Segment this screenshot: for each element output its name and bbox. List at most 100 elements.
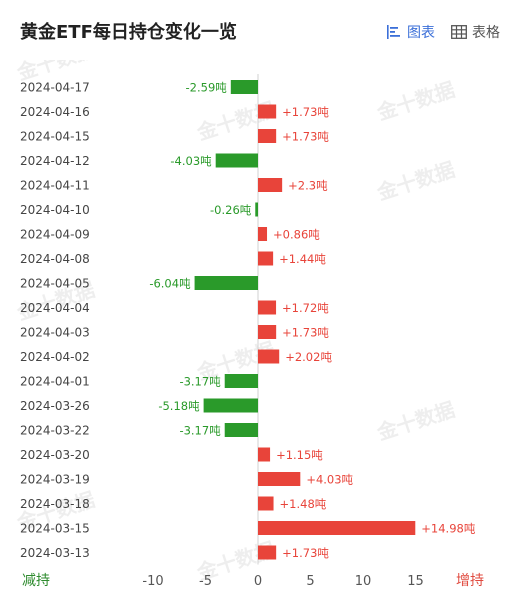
chart-row: 2024-04-01 -3.17吨	[20, 374, 258, 389]
bar-increase[interactable]	[258, 496, 274, 511]
tab-table[interactable]: 表格	[451, 22, 500, 42]
data-label: +1.73吨	[282, 130, 329, 144]
chart-row: 2024-03-18 +1.48吨	[20, 496, 327, 511]
category-label: 2024-04-05	[20, 277, 90, 291]
bar-decrease[interactable]	[203, 398, 258, 413]
page-title: 黄金ETF每日持仓变化一览	[20, 22, 237, 43]
chart-row: 2024-04-03 +1.73吨	[20, 325, 329, 340]
chart-row: 2024-03-22 -3.17吨	[20, 423, 258, 438]
chart-row: 2024-04-05 -6.04吨	[20, 276, 258, 291]
bar-increase[interactable]	[258, 545, 277, 560]
legend-decrease: 减持	[22, 573, 50, 589]
data-label: -2.59吨	[186, 81, 228, 95]
bar-increase[interactable]	[258, 472, 301, 486]
data-label: +14.98吨	[421, 522, 476, 536]
watermark-text: 金十数据	[373, 157, 457, 205]
bar-decrease[interactable]	[224, 423, 258, 437]
category-label: 2024-04-09	[20, 228, 90, 242]
data-label: -3.17吨	[179, 424, 221, 438]
chart-row: 2024-04-16 +1.73吨	[20, 104, 329, 119]
view-tabs: 图表 表格	[386, 22, 500, 42]
category-label: 2024-03-20	[20, 448, 90, 462]
bar-increase[interactable]	[258, 227, 268, 241]
chart-row: 2024-04-10 -0.26吨	[20, 202, 258, 217]
data-label: +1.48吨	[280, 497, 327, 511]
chart-row: 2024-04-04 +1.72吨	[20, 300, 329, 315]
chart-area: 金十数据 金十数据 金十数据 金十数据 金十数据 金十数据 金十数据 金十数据 金十数据 202…	[0, 37, 518, 603]
category-label: 2024-03-19	[20, 473, 90, 487]
chart-row: 2024-04-11 +2.3吨	[20, 178, 328, 193]
category-label: 2024-03-18	[20, 497, 90, 511]
data-label: -4.03吨	[170, 154, 212, 168]
x-tick-label: -5	[199, 574, 212, 589]
data-label: +2.02吨	[285, 350, 332, 364]
bar-increase[interactable]	[258, 300, 277, 315]
category-label: 2024-04-11	[20, 179, 90, 193]
category-label: 2024-04-08	[20, 252, 90, 266]
data-label: -3.17吨	[179, 375, 221, 389]
category-label: 2024-04-01	[20, 375, 90, 389]
watermark-text: 金十数据	[373, 77, 457, 125]
x-tick-label: 5	[306, 574, 314, 589]
chart-row: 2024-03-20 +1.15吨	[20, 447, 323, 462]
bar-decrease[interactable]	[255, 202, 258, 217]
category-label: 2024-04-16	[20, 105, 90, 119]
category-label: 2024-03-22	[20, 424, 90, 438]
category-label: 2024-04-10	[20, 203, 90, 217]
legend-increase: 增持	[456, 573, 484, 589]
x-tick-label: 0	[254, 574, 262, 589]
data-label: +1.44吨	[279, 252, 326, 266]
bar-decrease[interactable]	[215, 153, 258, 168]
tab-table-label: 表格	[472, 25, 500, 41]
data-label: +0.86吨	[273, 228, 320, 242]
chart-row: 2024-04-17 -2.59吨	[20, 80, 258, 95]
chart-row: 2024-04-12 -4.03吨	[20, 153, 258, 168]
bar-decrease[interactable]	[194, 276, 258, 290]
category-label: 2024-04-17	[20, 81, 90, 95]
data-label: -6.04吨	[149, 277, 191, 291]
category-label: 2024-03-26	[20, 399, 90, 413]
category-label: 2024-03-15	[20, 522, 90, 536]
x-tick-label: 15	[407, 574, 424, 589]
chart-row: 2024-03-13 +1.73吨	[20, 545, 329, 560]
bar-decrease[interactable]	[224, 374, 258, 388]
chart-row: 2024-03-15 +14.98吨	[20, 521, 476, 536]
category-label: 2024-04-04	[20, 301, 90, 315]
chart-row: 2024-04-09 +0.86吨	[20, 227, 320, 242]
bar-increase[interactable]	[258, 104, 277, 119]
chart-row: 2024-03-19 +4.03吨	[20, 472, 354, 487]
data-label: -0.26吨	[210, 203, 252, 217]
data-label: +1.72吨	[282, 301, 329, 315]
data-label: +1.73吨	[282, 546, 329, 560]
bar-decrease[interactable]	[230, 80, 258, 94]
data-label: +4.03吨	[306, 473, 353, 487]
bar-increase[interactable]	[258, 521, 416, 535]
x-tick-label: 10	[355, 574, 372, 589]
chart-row: 2024-03-26 -5.18吨	[20, 398, 258, 413]
table-icon	[451, 25, 467, 39]
bar-increase[interactable]	[258, 325, 277, 339]
data-label: +1.73吨	[282, 326, 329, 340]
watermark-text: 金十数据	[373, 397, 457, 445]
category-label: 2024-03-13	[20, 546, 90, 560]
bar-increase[interactable]	[258, 251, 274, 266]
chart-row: 2024-04-15 +1.73吨	[20, 129, 329, 144]
bar-increase[interactable]	[258, 178, 283, 192]
bar-increase[interactable]	[258, 129, 277, 143]
bar-increase[interactable]	[258, 349, 280, 364]
data-label: +1.73吨	[282, 105, 329, 119]
category-label: 2024-04-12	[20, 154, 90, 168]
chart-row: 2024-04-02 +2.02吨	[20, 349, 332, 364]
chart-row: 2024-04-08 +1.44吨	[20, 251, 326, 266]
data-label: -5.18吨	[158, 399, 200, 413]
x-axis-ticks: -10 -5 0 5 10 15	[142, 574, 423, 589]
tab-chart-label: 图表	[407, 25, 435, 41]
category-label: 2024-04-15	[20, 130, 90, 144]
bar-increase[interactable]	[258, 447, 271, 462]
tab-chart[interactable]: 图表	[386, 22, 435, 42]
category-label: 2024-04-02	[20, 350, 90, 364]
data-label: +2.3吨	[288, 179, 328, 193]
category-label: 2024-04-03	[20, 326, 90, 340]
